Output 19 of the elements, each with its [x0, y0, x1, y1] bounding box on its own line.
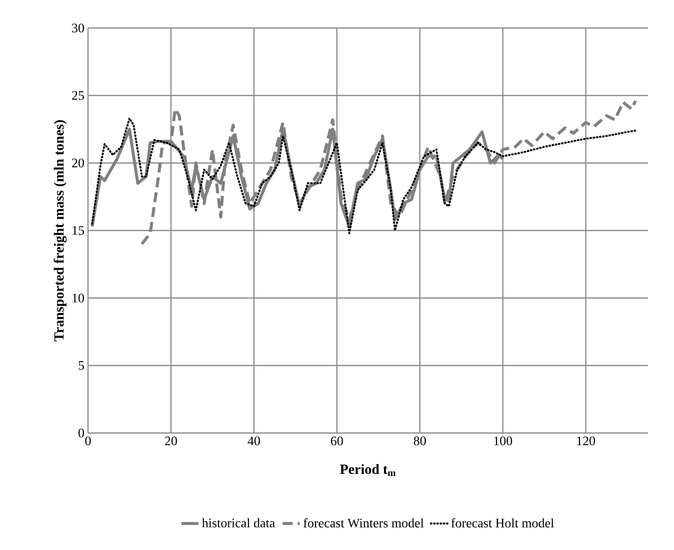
y-tick-label: 5	[78, 361, 84, 370]
x-tick-label: 0	[85, 436, 91, 446]
y-tick-label: 20	[72, 158, 84, 168]
legend-label: forecast Holt model	[451, 518, 554, 528]
x-tick-label: 20	[165, 436, 177, 446]
y-tick-label: 15	[72, 226, 84, 235]
x-tick-label: 60	[330, 436, 343, 446]
x-tick-label: 100	[494, 436, 512, 446]
x-tick-label: 40	[248, 436, 260, 446]
y-tick-label: 25	[72, 91, 84, 100]
x-axis-title: Period t$_{m}$	[340, 464, 396, 476]
x-tick-label: 80	[414, 436, 426, 446]
legend-label: forecast Winters model	[304, 518, 424, 528]
legend-label: historical data	[202, 518, 275, 528]
y-tick-label: 0	[78, 428, 84, 438]
x-tick-label: 120	[577, 436, 596, 446]
y-tick-label: 10	[72, 294, 84, 302]
y-tick-label: 30	[72, 24, 84, 32]
y-axis-title: Transported freight mass (mln tones)	[54, 120, 67, 342]
